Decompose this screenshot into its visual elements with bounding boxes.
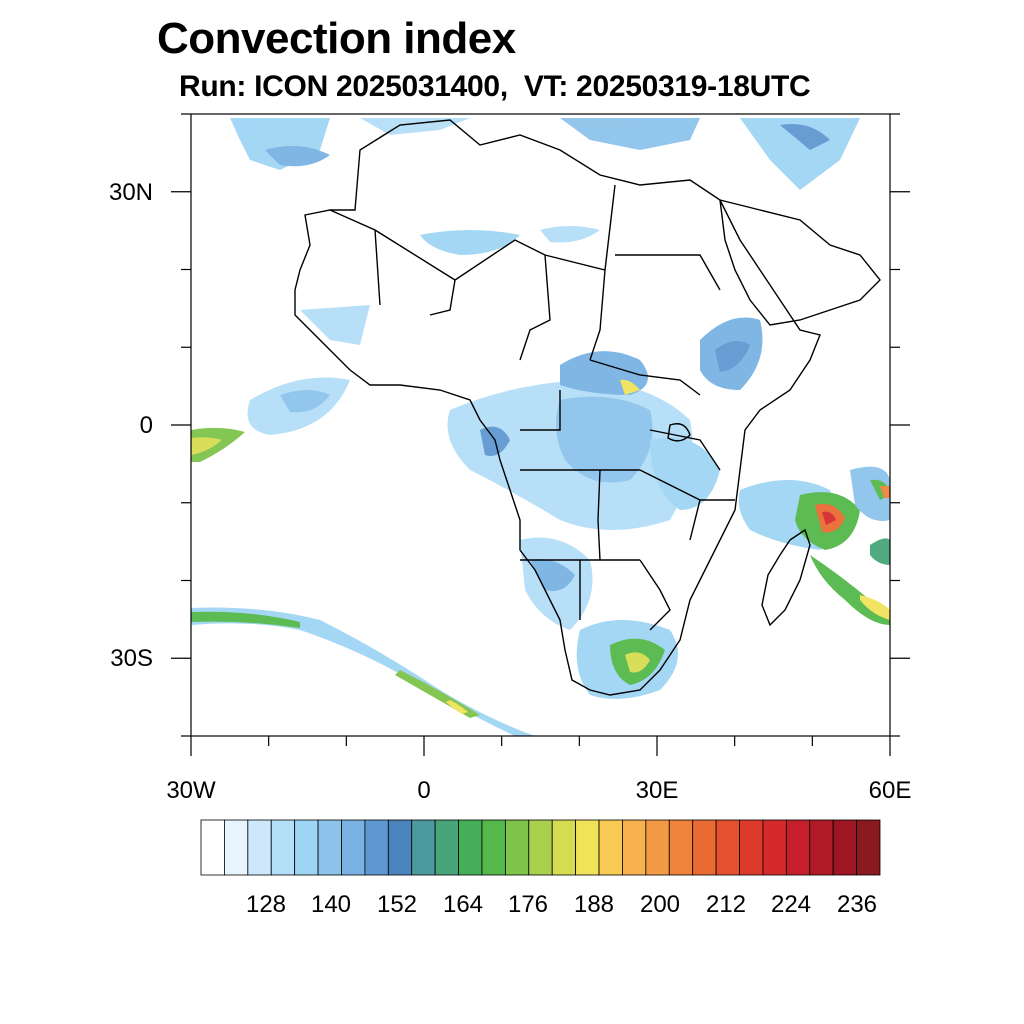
colorbar-label: 128 [246, 891, 286, 918]
map-title: Convection index [157, 14, 516, 63]
convection-shading [191, 118, 890, 736]
colorbar-labels: 128 140 152 164 176 188 200 212 224 236 [246, 891, 877, 918]
axis-ticks [171, 113, 910, 756]
colorbar-swatch [551, 819, 577, 876]
colorbar-label: 224 [771, 891, 811, 918]
colorbar-swatch [856, 819, 881, 876]
y-tick-label-30s: 30S [110, 645, 153, 672]
colorbar-swatch [434, 819, 459, 876]
x-tick-label-60e: 60E [869, 777, 912, 804]
colorbar-label: 200 [640, 891, 680, 918]
colorbar-swatch [622, 819, 647, 876]
y-axis-labels: 30N 0 30S [109, 179, 153, 672]
colorbar-label: 152 [377, 891, 417, 918]
map-subtitle: Run: ICON 2025031400, VT: 20250319-18UTC [179, 70, 811, 103]
x-axis-labels: 30W 0 30E 60E [166, 777, 911, 804]
y-tick-label-30n: 30N [109, 179, 153, 206]
colorbar-swatch [341, 819, 366, 876]
colorbar-swatch [504, 819, 530, 876]
coastlines-and-borders [294, 119, 881, 696]
colorbar-swatch [481, 819, 506, 876]
x-tick-label-0: 0 [417, 777, 430, 804]
colorbar-swatch [387, 819, 413, 876]
colorbar-swatch [645, 819, 670, 876]
colorbar-swatch [364, 819, 389, 876]
colorbar-label: 140 [311, 891, 351, 918]
colorbar-swatch [668, 819, 694, 876]
colorbar-label: 188 [574, 891, 614, 918]
x-tick-label-30w: 30W [166, 777, 216, 804]
colorbar-swatch [575, 819, 600, 876]
x-tick-label-30e: 30E [636, 777, 679, 804]
colorbar-swatch [270, 819, 296, 876]
colorbar-swatch [294, 819, 319, 876]
colorbar-swatch [785, 819, 811, 876]
colorbar-label: 176 [508, 891, 548, 918]
colorbar-swatch [715, 819, 740, 876]
colorbar-label: 236 [837, 891, 877, 918]
colorbar-label: 164 [443, 891, 483, 918]
colorbar-swatch [247, 819, 272, 876]
colorbar-swatch [809, 819, 834, 876]
colorbar-swatch [458, 819, 483, 876]
y-tick-label-0: 0 [140, 412, 153, 439]
colorbar-swatch [224, 819, 249, 876]
map-plot-area [191, 114, 890, 736]
colorbar-swatch [739, 819, 764, 876]
colorbar-swatch [692, 819, 717, 876]
colorbar-swatch [200, 819, 225, 876]
colorbar-swatch [762, 819, 787, 876]
colorbar-swatch [411, 819, 436, 876]
colorbar [200, 819, 881, 876]
colorbar-swatch [528, 819, 553, 876]
colorbar-swatch [832, 819, 857, 876]
colorbar-swatch [598, 819, 623, 876]
colorbar-label: 212 [706, 891, 746, 918]
colorbar-swatch [317, 819, 342, 876]
